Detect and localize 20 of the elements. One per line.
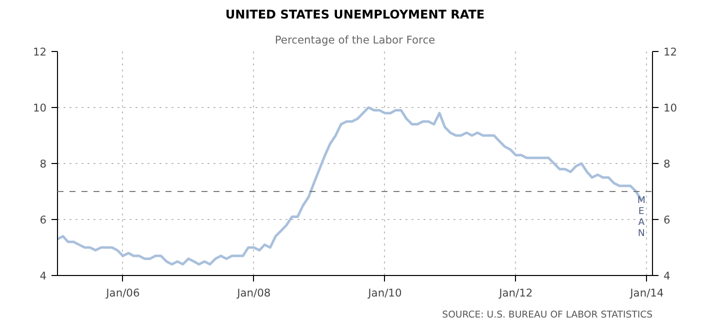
y-tick-label: 10 <box>32 102 47 114</box>
y-tick-label: 4 <box>40 270 47 282</box>
y2-tick-label: 10 <box>664 102 678 114</box>
y2-tick-label: 6 <box>664 214 670 226</box>
source-note: SOURCE: U.S. BUREAU OF LABOR STATISTICS <box>442 310 653 320</box>
y-tick-label: 8 <box>40 158 47 170</box>
y2-tick-label: 4 <box>664 270 670 282</box>
y2-tick-label: 8 <box>664 158 670 170</box>
y2-tick-label: 12 <box>664 46 678 58</box>
x-tick-label: Jan/12 <box>498 286 533 300</box>
line-series <box>58 106 643 266</box>
y-tick-label: 6 <box>40 214 47 226</box>
chart-subtitle: Percentage of the Labor Force <box>274 34 436 46</box>
y-tick-label: 12 <box>32 46 47 58</box>
x-tick-label: Jan/10 <box>367 286 402 300</box>
chart-title: UNITED STATES UNEMPLOYMENT RATE <box>225 8 485 22</box>
x-tick-label: Jan/06 <box>105 286 140 300</box>
x-tick-label: Jan/14 <box>629 286 664 300</box>
ref-line-label: MEAN <box>637 195 646 239</box>
x-tick-label: Jan/08 <box>236 286 271 300</box>
